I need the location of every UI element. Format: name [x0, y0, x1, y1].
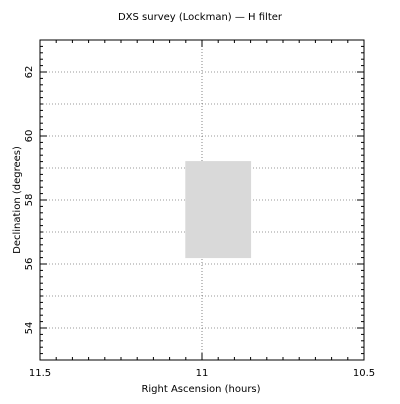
tick-label-group: 11.5 11 10.5 54 56 58 60 62	[24, 66, 375, 379]
x-tick-label: 11.5	[29, 368, 51, 379]
x-axis-label: Right Ascension (hours)	[141, 384, 260, 395]
coverage-region	[185, 161, 252, 259]
y-tick-label: 58	[24, 194, 35, 207]
y-tick-label: 56	[24, 258, 35, 271]
x-tick-label: 10.5	[353, 368, 375, 379]
x-tick-label: 11	[196, 368, 209, 379]
y-tick-label: 62	[24, 66, 35, 79]
chart-title: DXS survey (Lockman) — H filter	[118, 12, 283, 23]
axes-group	[39, 39, 365, 361]
region-group	[185, 161, 252, 259]
y-tick-label: 60	[24, 130, 35, 143]
y-tick-label: 54	[24, 322, 35, 335]
y-axis-label: Declination (degrees)	[12, 146, 23, 254]
